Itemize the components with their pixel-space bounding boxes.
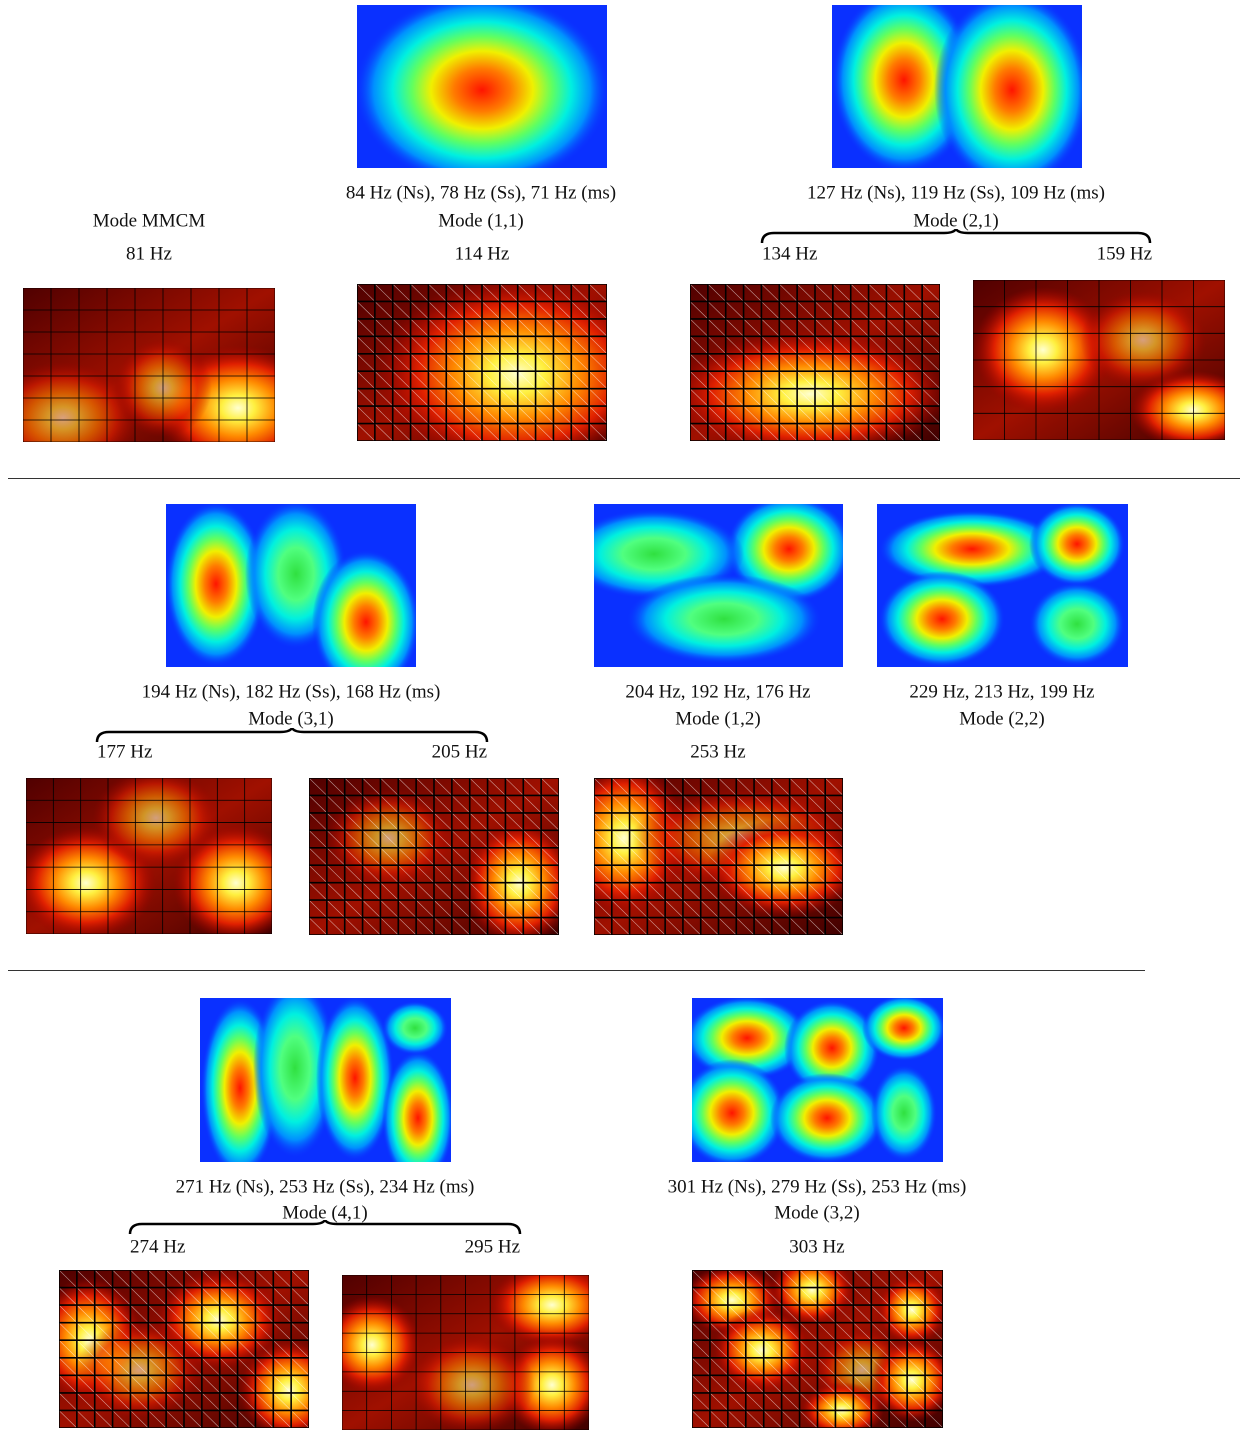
measured-frequency: 177 Hz xyxy=(97,741,153,763)
column-label: Mode MMCM xyxy=(92,210,206,232)
simulated-frequencies: 127 Hz (Ns), 119 Hz (Ss), 109 Hz (ms) xyxy=(807,182,1105,204)
simulated-frequencies: 194 Hz (Ns), 182 Hz (Ss), 168 Hz (ms) xyxy=(141,681,441,703)
measured-mode-shape xyxy=(357,284,607,441)
measured-mode-shape xyxy=(973,280,1225,440)
measured-mode-shape xyxy=(309,778,559,935)
measured-frequency: 134 Hz xyxy=(762,243,818,265)
simulated-mode-shape xyxy=(877,504,1128,667)
measured-frequency: 253 Hz xyxy=(690,741,746,763)
simulated-frequencies: 301 Hz (Ns), 279 Hz (Ss), 253 Hz (ms) xyxy=(667,1176,967,1198)
measured-mode-shape xyxy=(594,778,843,935)
brace xyxy=(95,728,489,743)
separator xyxy=(8,478,1240,479)
brace xyxy=(128,1220,522,1235)
simulated-mode-shape xyxy=(200,998,451,1162)
simulated-mode-shape xyxy=(357,5,607,168)
simulated-frequencies: 84 Hz (Ns), 78 Hz (Ss), 71 Hz (ms) xyxy=(345,182,617,204)
measured-frequency: 81 Hz xyxy=(126,243,172,265)
simulated-mode-shape xyxy=(692,998,943,1162)
measured-mode-shape xyxy=(23,288,275,442)
measured-frequency: 274 Hz xyxy=(130,1236,186,1258)
measured-mode-shape xyxy=(26,778,272,934)
simulated-frequencies: 204 Hz, 192 Hz, 176 Hz xyxy=(625,681,811,703)
simulated-frequencies: 271 Hz (Ns), 253 Hz (Ss), 234 Hz (ms) xyxy=(175,1176,475,1198)
mode-label: Mode (3,2) xyxy=(774,1202,860,1224)
mode-label: Mode (1,2) xyxy=(675,708,761,730)
measured-mode-shape xyxy=(59,1270,309,1428)
measured-frequency: 205 Hz xyxy=(431,741,487,763)
simulated-frequencies: 229 Hz, 213 Hz, 199 Hz xyxy=(909,681,1095,703)
mode-label: Mode (1,1) xyxy=(438,210,524,232)
measured-mode-shape xyxy=(692,1270,943,1428)
brace xyxy=(760,229,1152,244)
mode-label: Mode (2,2) xyxy=(959,708,1045,730)
measured-frequency: 114 Hz xyxy=(454,243,510,265)
simulated-mode-shape xyxy=(594,504,843,667)
measured-frequency: 295 Hz xyxy=(464,1236,520,1258)
mode-label: Mode (2,1) xyxy=(913,210,999,232)
separator xyxy=(8,970,1145,971)
simulated-mode-shape xyxy=(166,504,416,667)
measured-mode-shape xyxy=(342,1275,589,1430)
mode-label: Mode (4,1) xyxy=(282,1202,368,1224)
measured-mode-shape xyxy=(690,284,940,441)
mode-label: Mode (3,1) xyxy=(248,708,334,730)
measured-frequency: 159 Hz xyxy=(1096,243,1152,265)
measured-frequency: 303 Hz xyxy=(789,1236,845,1258)
simulated-mode-shape xyxy=(832,5,1082,168)
